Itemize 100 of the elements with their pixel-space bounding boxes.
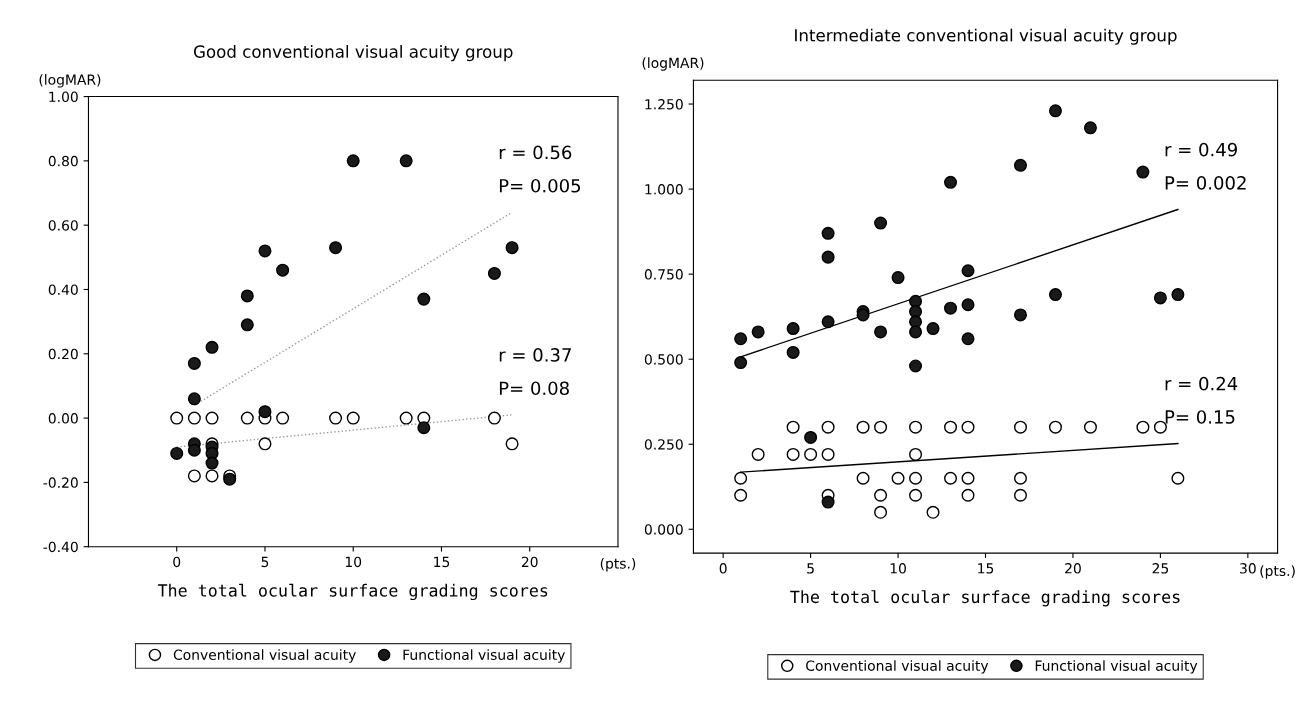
annotation: P= 0.15 (1165, 410, 1235, 424)
point (961, 298, 975, 312)
point (417, 421, 431, 435)
point (258, 405, 272, 419)
x-tick-label: 5 (261, 556, 269, 568)
x-tick-label: 5 (807, 563, 814, 574)
y-axis-title: (logMAR) (39, 74, 101, 88)
point (1013, 420, 1027, 434)
point (240, 411, 254, 425)
point (821, 420, 835, 434)
point (734, 356, 748, 370)
point (170, 446, 184, 460)
chart-title: Good conventional visual acuity group (193, 45, 513, 62)
chart-title: Intermediate conventional visual acuity group (795, 28, 1177, 45)
point (399, 154, 413, 168)
y-axis-title: (logMAR) (642, 57, 704, 71)
point (276, 263, 290, 277)
legend-label: Conventional visual acuity (173, 649, 356, 663)
point (944, 175, 958, 189)
point (786, 447, 800, 461)
point (329, 411, 343, 425)
point (961, 332, 975, 346)
y-tick-label: 0.80 (48, 155, 78, 167)
point (187, 411, 201, 425)
x-tick-label: 0 (719, 563, 727, 574)
point (786, 322, 800, 336)
text: (pts.) (600, 558, 636, 572)
point (205, 340, 219, 354)
point (786, 420, 800, 434)
point (1048, 104, 1062, 118)
point (1136, 165, 1150, 179)
legend-label: Functional visual acuity (403, 649, 565, 663)
point (909, 488, 923, 502)
point (1136, 420, 1150, 434)
legend-label: Conventional visual acuity (806, 660, 989, 674)
y-tick-label: 0.00 (48, 413, 78, 424)
annotation: P= 0.002 (1165, 176, 1246, 190)
x-tick-label: 15 (978, 563, 994, 574)
point (856, 471, 870, 485)
point (874, 505, 888, 519)
x-axis-title: The total ocular surface grading scores (790, 590, 1180, 607)
y-tick-label: 0.500 (644, 354, 683, 365)
point (187, 356, 201, 370)
point (1013, 488, 1027, 502)
point (944, 420, 958, 434)
point (874, 216, 888, 230)
point (909, 471, 923, 485)
x-axis-title: The total ocular surface grading scores (157, 583, 548, 601)
point (804, 430, 818, 444)
point (240, 318, 254, 332)
x-tick-label: 15 (434, 556, 450, 568)
point (804, 447, 818, 461)
x-tick-label: 10 (890, 563, 906, 574)
point (909, 420, 923, 434)
point (1083, 121, 1097, 135)
point (944, 301, 958, 315)
point (1013, 308, 1027, 322)
annotation: r = 0.24 (1165, 376, 1238, 391)
y-tick-label: 0.20 (48, 348, 78, 360)
y-tick-label: -0.20 (43, 477, 78, 488)
y-tick-label: 0.250 (644, 439, 683, 450)
y-tick-label: 0.40 (48, 284, 78, 295)
y-tick-label: -0.40 (43, 541, 78, 553)
point (258, 244, 272, 258)
point (961, 488, 975, 502)
x-tick-label: 25 (1152, 563, 1169, 574)
point (505, 437, 519, 451)
point (909, 359, 923, 373)
point (909, 325, 923, 339)
point (187, 469, 201, 483)
point (205, 456, 219, 470)
point (734, 471, 748, 485)
annotation: P= 0.005 (499, 178, 581, 193)
x-tick-label: 0 (173, 556, 181, 568)
point (1083, 420, 1097, 434)
point (786, 345, 800, 359)
point (1153, 420, 1167, 434)
point (874, 420, 888, 434)
point (734, 488, 748, 502)
point (909, 447, 923, 461)
point (187, 392, 201, 406)
point (891, 471, 905, 485)
x-tick-label: 20 (1065, 563, 1081, 574)
point (874, 325, 888, 339)
point (487, 411, 501, 425)
point (329, 241, 343, 255)
point (399, 411, 413, 425)
point (821, 447, 835, 461)
point (258, 437, 272, 451)
text: (pts.) (1260, 565, 1295, 579)
point (346, 154, 360, 168)
point (856, 420, 870, 434)
point (346, 411, 360, 425)
annotation: P= 0.08 (499, 381, 569, 396)
point (276, 411, 290, 425)
point (821, 250, 835, 264)
point (187, 443, 201, 457)
point (240, 289, 254, 303)
point (944, 471, 958, 485)
point (1048, 288, 1062, 302)
